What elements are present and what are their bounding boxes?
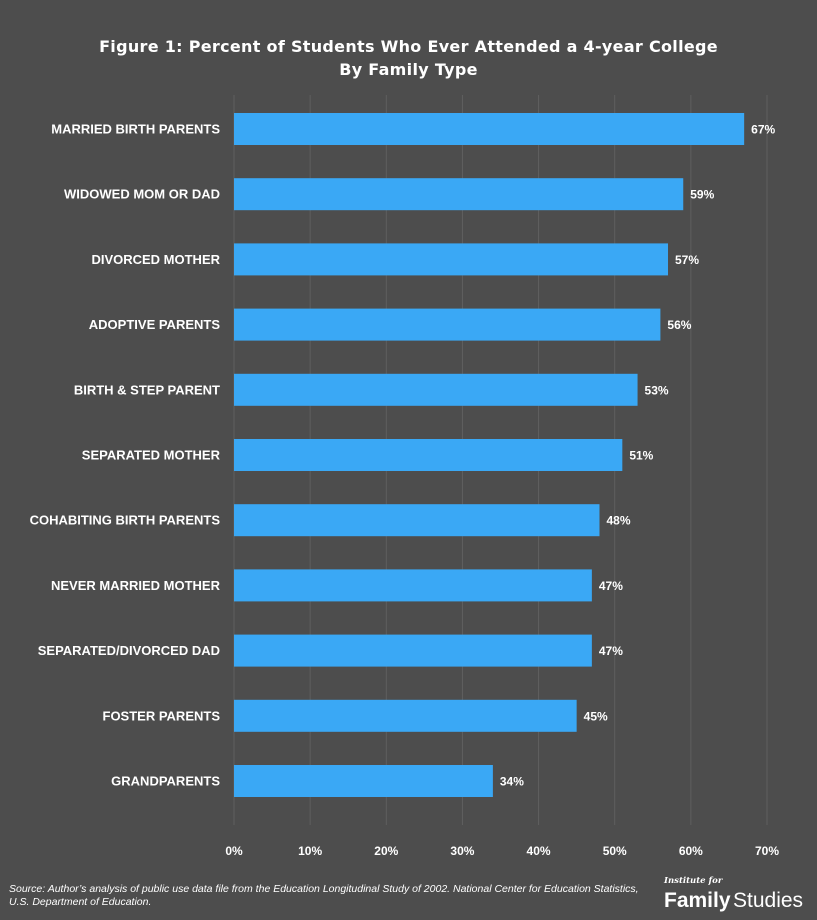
- category-label: BIRTH & STEP PARENT: [74, 382, 220, 397]
- data-label: 57%: [675, 253, 699, 267]
- data-label: 56%: [667, 318, 691, 332]
- x-tick-label: 40%: [527, 844, 551, 858]
- x-tick-label: 50%: [603, 844, 627, 858]
- bar-chart: MARRIED BIRTH PARENTS 67% WIDOWED MOM OR D…: [30, 95, 779, 858]
- category-label: MARRIED BIRTH PARENTS: [51, 122, 220, 137]
- data-label: 34%: [500, 775, 524, 789]
- logo-word-family: Family: [664, 889, 731, 912]
- x-tick-label: 20%: [374, 844, 398, 858]
- logo-small-text: Institute for: [664, 876, 723, 886]
- chart-title: Figure 1: Percent of Students Who Ever A…: [99, 37, 718, 56]
- x-tick-label: 70%: [755, 844, 779, 858]
- category-label: GRANDPARENTS: [111, 774, 220, 789]
- bar: [234, 308, 661, 341]
- x-tick-label: 30%: [450, 844, 474, 858]
- x-tick-label: 0%: [225, 844, 243, 858]
- bar: [234, 178, 684, 211]
- bar: [234, 113, 745, 145]
- source-note: Source: Author’s analysis of public use …: [9, 883, 639, 908]
- x-tick-label: 60%: [679, 844, 703, 858]
- x-tick-label: 10%: [298, 844, 322, 858]
- data-label: 47%: [599, 579, 623, 593]
- data-label: 48%: [606, 514, 630, 528]
- data-label: 53%: [645, 383, 669, 397]
- institute-for-family-studies-logo: Institute for Family Studies: [662, 876, 814, 916]
- data-label: 67%: [751, 123, 775, 137]
- data-label: 47%: [599, 644, 623, 658]
- logo-word-studies: Studies: [733, 889, 804, 912]
- bar: [234, 439, 623, 471]
- category-label: NEVER MARRIED MOTHER: [51, 578, 221, 593]
- category-label: SEPARATED MOTHER: [82, 448, 221, 463]
- bar: [234, 699, 577, 732]
- data-label: 45%: [584, 709, 608, 723]
- category-label: SEPARATED/DIVORCED DAD: [38, 643, 220, 658]
- category-label: ADOPTIVE PARENTS: [89, 317, 221, 332]
- data-label: 59%: [690, 188, 714, 202]
- data-label: 51%: [629, 449, 653, 463]
- category-label: WIDOWED MOM OR DAD: [64, 187, 220, 202]
- bar: [234, 373, 638, 406]
- bar: [234, 243, 669, 276]
- category-label: COHABITING BIRTH PARENTS: [30, 513, 221, 528]
- bar: [234, 569, 592, 602]
- chart-subtitle: By Family Type: [339, 60, 478, 79]
- bar: [234, 765, 493, 797]
- category-label: DIVORCED MOTHER: [91, 252, 220, 267]
- bar: [234, 504, 600, 537]
- bar: [234, 634, 592, 667]
- category-label: FOSTER PARENTS: [103, 708, 221, 723]
